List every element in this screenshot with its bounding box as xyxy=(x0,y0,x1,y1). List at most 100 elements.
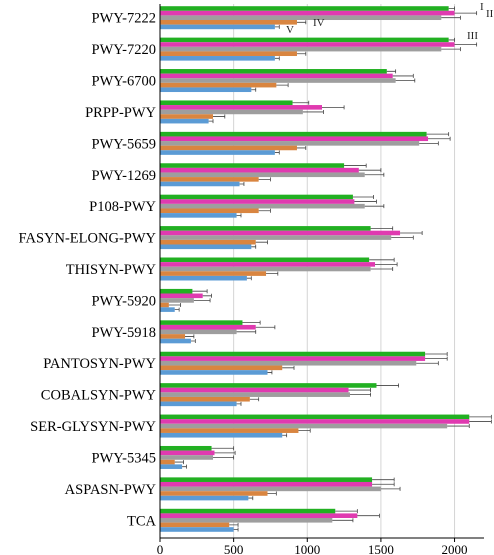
error-bar xyxy=(255,325,276,330)
error-bar xyxy=(292,100,310,105)
x-tick-label: 1500 xyxy=(368,542,394,555)
bar xyxy=(160,491,268,496)
error-bar xyxy=(376,383,399,388)
error-bar xyxy=(349,392,371,397)
error-bar xyxy=(258,177,271,182)
series-label: II xyxy=(486,8,494,20)
bar xyxy=(160,199,355,204)
error-bar xyxy=(395,78,416,83)
bar xyxy=(160,262,376,267)
bar xyxy=(160,145,297,151)
error-bar xyxy=(348,388,371,393)
error-bar xyxy=(400,230,423,235)
bar xyxy=(160,486,381,492)
category-label: TCA xyxy=(127,513,157,529)
bar xyxy=(160,203,365,209)
error-bar xyxy=(364,172,385,177)
error-bar xyxy=(251,87,257,92)
error-bar xyxy=(448,37,455,42)
error-bar xyxy=(469,414,492,419)
error-bar xyxy=(441,47,461,52)
error-bar xyxy=(239,181,245,186)
error-bar xyxy=(255,240,268,245)
x-tick-label: 1000 xyxy=(294,542,320,555)
error-bar xyxy=(428,136,451,141)
bar xyxy=(160,275,247,281)
bar xyxy=(160,172,365,178)
category-label: PWY-5918 xyxy=(92,325,156,341)
error-bar xyxy=(174,307,180,312)
bar xyxy=(160,432,283,438)
bar xyxy=(160,114,214,119)
category-label: PWY-7220 xyxy=(92,42,156,58)
bar xyxy=(160,42,455,47)
bar xyxy=(160,73,393,79)
error-bar xyxy=(357,513,380,518)
category-label: P108-PWY xyxy=(89,199,156,215)
x-tick-label: 500 xyxy=(224,542,244,555)
error-bar xyxy=(236,329,257,334)
bar xyxy=(160,414,470,420)
bar xyxy=(160,239,256,245)
bar xyxy=(160,141,420,146)
category-label: COBALSYN-PWY xyxy=(41,388,157,404)
bar xyxy=(160,459,175,465)
bar xyxy=(160,464,183,469)
bar xyxy=(160,150,275,155)
error-bar xyxy=(358,168,382,173)
bar xyxy=(160,51,297,57)
error-bar xyxy=(229,522,239,527)
bar xyxy=(160,105,322,110)
error-bar xyxy=(372,482,395,487)
error-bar xyxy=(441,15,461,20)
error-bar xyxy=(469,419,492,424)
bar xyxy=(160,445,212,451)
bar xyxy=(160,517,333,523)
error-bar xyxy=(426,132,450,137)
error-bar xyxy=(370,226,394,231)
error-bar xyxy=(354,199,377,204)
error-bar xyxy=(322,105,345,110)
error-bar xyxy=(296,20,307,25)
bar xyxy=(160,163,345,168)
category-label: PWY-5345 xyxy=(92,450,156,466)
bar xyxy=(160,87,252,93)
error-bar xyxy=(344,163,367,168)
bar xyxy=(160,10,455,16)
error-bar xyxy=(447,424,470,429)
category-label: PANTOSYN-PWY xyxy=(43,356,156,372)
bar xyxy=(160,226,371,231)
bar xyxy=(160,78,396,83)
error-bar xyxy=(213,114,226,119)
bar xyxy=(160,298,194,303)
bar xyxy=(160,329,237,335)
bar xyxy=(160,257,370,263)
error-bar xyxy=(249,397,260,402)
error-bar xyxy=(370,267,394,271)
category-label: FASYN-ELONG-PWY xyxy=(19,231,157,247)
error-bar xyxy=(213,455,235,460)
error-bar xyxy=(352,194,374,199)
category-label: ASPASN-PWY xyxy=(65,482,157,498)
bar xyxy=(160,100,293,106)
error-bar xyxy=(185,334,195,339)
error-bar xyxy=(233,527,239,532)
error-bar xyxy=(282,365,295,370)
bar xyxy=(160,230,401,236)
error-bar xyxy=(419,141,439,146)
bar xyxy=(160,508,336,514)
category-labels: PWY-7222 PWY-7220 PWY-6700 PRPP-PWY PWY-5659… xyxy=(19,11,157,530)
bar xyxy=(160,370,268,375)
bar xyxy=(160,387,349,393)
bar xyxy=(160,118,209,124)
category-label: PWY-6700 xyxy=(92,74,156,90)
error-bar xyxy=(267,370,273,375)
error-bar xyxy=(174,460,184,465)
error-bar xyxy=(193,298,211,303)
bar xyxy=(160,46,442,52)
bar xyxy=(160,244,252,250)
error-bar xyxy=(454,42,478,47)
error-bar xyxy=(335,509,358,514)
bar xyxy=(160,419,470,424)
